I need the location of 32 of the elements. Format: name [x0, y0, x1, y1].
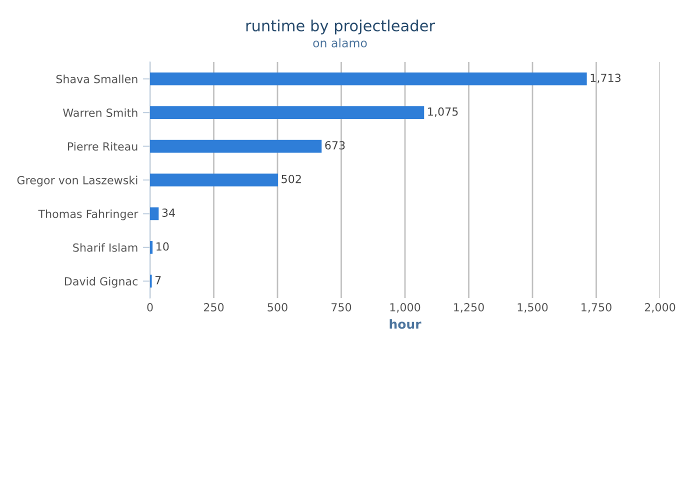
x-tick-label: 250 — [204, 303, 224, 312]
y-tick-label: Warren Smith — [63, 108, 138, 117]
chart-title: runtime by projectleader — [246, 20, 436, 34]
data-label: 7 — [155, 276, 161, 284]
x-tick-label: 500 — [268, 303, 288, 312]
data-label: 1,075 — [428, 107, 458, 117]
x-tick-label: 1,250 — [454, 303, 484, 313]
data-label: 502 — [282, 174, 301, 184]
x-tick-label: 750 — [332, 303, 352, 312]
y-tick-label: Shava Smallen — [56, 74, 138, 84]
y-tick-label: Pierre Riteau — [68, 142, 138, 151]
x-tick-label: 0 — [147, 303, 153, 312]
bar — [150, 72, 587, 86]
bar — [150, 241, 153, 254]
chart-subtitle: on alamo — [313, 38, 367, 48]
x-tick-label: 2,000 — [644, 303, 676, 313]
y-tick-label: Gregor von Laszewski — [17, 176, 138, 187]
data-label: 1,713 — [590, 74, 621, 84]
x-tick-label: 1,500 — [518, 303, 548, 313]
x-tick-label: 1,000 — [390, 303, 420, 313]
data-label: 34 — [162, 208, 175, 217]
y-tick-label: David Gignac — [64, 276, 138, 288]
x-axis-title: hour — [390, 319, 422, 329]
x-tick-label: 1,750 — [582, 303, 612, 313]
bar — [150, 106, 424, 119]
bar — [150, 207, 159, 220]
data-label: 673 — [325, 141, 345, 150]
data-label: 10 — [156, 242, 169, 251]
y-tick-label: Sharif Islam — [73, 243, 138, 252]
y-tick-label: Thomas Fahringer — [38, 209, 138, 220]
bar — [150, 174, 278, 186]
bar — [150, 140, 322, 153]
